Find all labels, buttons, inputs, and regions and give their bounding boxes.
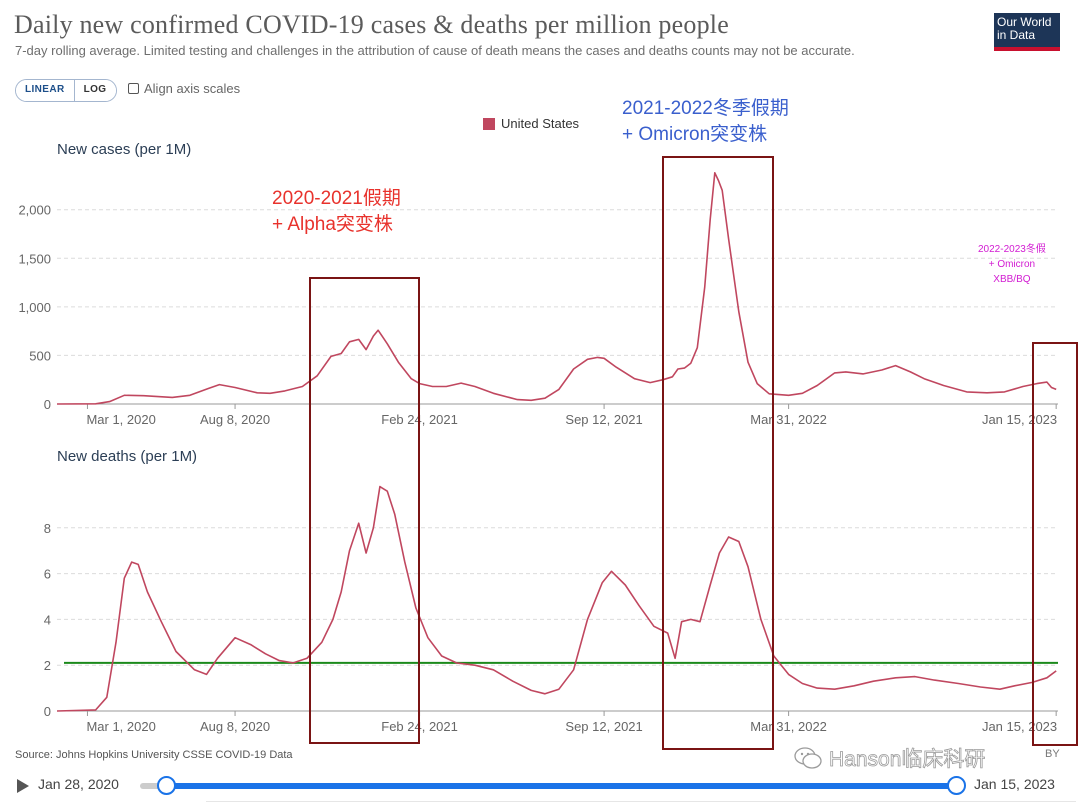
series-line-united-states xyxy=(56,172,1057,405)
align-axis-label: Align axis scales xyxy=(144,81,241,96)
watermark-text: Hanson临床科研 xyxy=(829,748,986,772)
annotation-xbb-line3: XBB/BQ xyxy=(993,274,1031,285)
source-note: Source: Johns Hopkins University CSSE CO… xyxy=(15,749,293,761)
align-axis-checkbox[interactable] xyxy=(128,83,139,94)
chart-subtitle: 7-day rolling average. Limited testing a… xyxy=(15,43,855,58)
y-axis-label: New deaths (per 1M) xyxy=(57,448,197,465)
annotation-alpha: 2020-2021假期 + Alpha突变株 xyxy=(272,186,401,238)
x-tick-label: Aug 8, 2020 xyxy=(200,412,270,427)
chart-title: Daily new confirmed COVID-19 cases & dea… xyxy=(14,10,729,39)
highlight-box-omicron xyxy=(662,156,774,750)
timeline-end-handle[interactable] xyxy=(947,776,966,795)
x-tick-label: Mar 31, 2022 xyxy=(750,412,827,427)
timeline-start-label: Jan 28, 2020 xyxy=(38,776,119,792)
linear-button[interactable]: LINEAR xyxy=(16,80,75,101)
footer-divider xyxy=(206,801,1076,802)
x-tick-label: Mar 1, 2020 xyxy=(86,719,155,734)
deaths-panel: New deaths (per 1M) 0 2 4 6 8 Mar 1, 2020 Aug 8… xyxy=(44,448,1058,734)
annotation-alpha-line1: 2020-2021假期 xyxy=(272,188,401,209)
align-axis-option[interactable]: Align axis scales xyxy=(128,81,240,96)
annotation-omicron-line2: + Omicron突变株 xyxy=(622,124,768,145)
y-tick-label: 8 xyxy=(44,521,51,536)
x-tick-label: Sep 12, 2021 xyxy=(565,719,642,734)
x-tick-label: Aug 8, 2020 xyxy=(200,719,270,734)
highlight-box-xbb xyxy=(1032,342,1078,746)
annotation-boxes xyxy=(309,156,1078,750)
legend[interactable]: United States xyxy=(483,116,579,131)
scale-toggle: LINEAR LOG xyxy=(15,79,117,102)
legend-label: United States xyxy=(501,116,580,131)
highlight-box-alpha xyxy=(309,277,420,744)
y-tick-label: 1,500 xyxy=(18,251,51,266)
y-tick-label: 0 xyxy=(44,704,51,719)
x-tick-label: Jan 15, 2023 xyxy=(982,719,1057,734)
play-icon[interactable] xyxy=(17,779,29,793)
watermark: Hanson临床科研 xyxy=(793,743,986,773)
x-tick-label: Mar 1, 2020 xyxy=(86,412,155,427)
annotation-alpha-line2: + Alpha突变株 xyxy=(272,214,393,235)
timeline-start-handle[interactable] xyxy=(157,776,176,795)
cases-panel: New cases (per 1M) 0 500 1,000 1,500 2,000 Mar… xyxy=(18,141,1058,427)
y-tick-label: 2,000 xyxy=(18,203,51,218)
license-fragment: BY xyxy=(1045,748,1060,760)
y-tick-label: 0 xyxy=(44,397,51,412)
annotation-omicron-line1: 2021-2022冬季假期 xyxy=(622,98,789,119)
legend-swatch xyxy=(483,117,495,130)
x-tick-label: Mar 31, 2022 xyxy=(750,719,827,734)
y-axis-label: New cases (per 1M) xyxy=(57,141,191,158)
log-button[interactable]: LOG xyxy=(74,80,116,101)
annotation-omicron: 2021-2022冬季假期 + Omicron突变株 xyxy=(622,96,789,148)
timeline: Jan 28, 2020 Jan 15, 2023 xyxy=(0,770,1080,806)
y-tick-label: 500 xyxy=(29,348,51,363)
annotation-xbb: 2022-2023冬假 + Omicron XBB/BQ xyxy=(978,242,1046,287)
wechat-icon xyxy=(794,747,822,769)
timeline-end-label: Jan 15, 2023 xyxy=(974,776,1055,792)
x-tick-label: Sep 12, 2021 xyxy=(565,412,642,427)
x-tick-label: Jan 15, 2023 xyxy=(982,412,1057,427)
y-tick-label: 4 xyxy=(44,612,51,627)
y-tick-label: 1,000 xyxy=(18,300,51,315)
annotation-xbb-line2: + Omicron xyxy=(988,259,1036,270)
logo-line-2: in Data xyxy=(997,28,1036,42)
logo-line-1: Our World xyxy=(997,15,1052,29)
owid-logo[interactable]: Our World in Data xyxy=(994,13,1060,51)
y-tick-label: 6 xyxy=(44,567,51,582)
annotation-xbb-line1: 2022-2023冬假 xyxy=(978,244,1046,255)
timeline-track-inactive[interactable] xyxy=(140,783,166,789)
series-line-united-states xyxy=(56,485,1057,712)
y-tick-label: 2 xyxy=(44,658,51,673)
timeline-track[interactable] xyxy=(164,783,956,789)
